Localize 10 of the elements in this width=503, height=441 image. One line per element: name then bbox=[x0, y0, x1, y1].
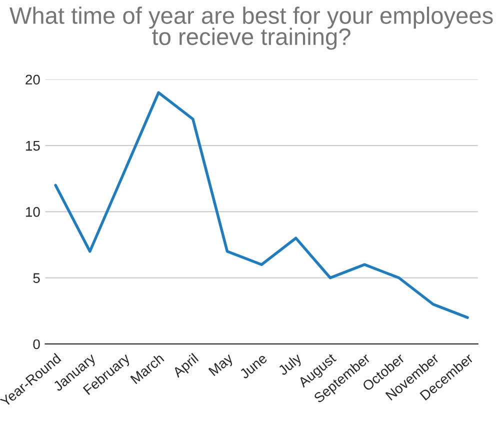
y-tick-label: 20 bbox=[26, 74, 40, 85]
y-tick-label: 5 bbox=[33, 273, 40, 283]
x-tick-label: July bbox=[277, 352, 304, 378]
line-series bbox=[54, 91, 469, 319]
y-tick-label: 0 bbox=[33, 339, 40, 350]
chart-title: What time of year are best for your employees to recieve training? bbox=[10, 6, 493, 50]
y-tick-label: 10 bbox=[26, 207, 40, 217]
x-tick-label: May bbox=[208, 352, 236, 378]
x-tick-label: June bbox=[238, 353, 268, 380]
y-tick-label: 15 bbox=[26, 141, 40, 151]
